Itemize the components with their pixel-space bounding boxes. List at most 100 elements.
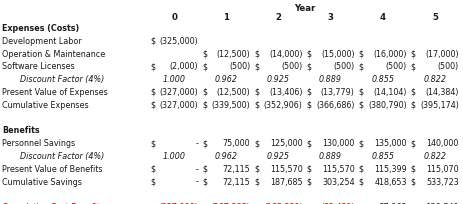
Text: $: $ (307, 50, 312, 59)
Text: 115,399: 115,399 (374, 165, 407, 174)
Text: $: $ (307, 165, 312, 174)
Text: -: - (195, 178, 198, 187)
Text: $: $ (254, 139, 259, 148)
Text: $: $ (307, 101, 312, 110)
Text: $: $ (411, 50, 416, 59)
Text: $: $ (359, 62, 363, 71)
Text: Software Licenses: Software Licenses (2, 62, 75, 71)
Text: 1.000: 1.000 (163, 75, 186, 84)
Text: (2,000): (2,000) (169, 62, 198, 71)
Text: (14,000): (14,000) (269, 50, 302, 59)
Text: $: $ (359, 101, 363, 110)
Text: $: $ (307, 203, 312, 204)
Text: $: $ (411, 101, 416, 110)
Text: 115,070: 115,070 (426, 165, 459, 174)
Text: Expenses (Costs): Expenses (Costs) (2, 24, 79, 33)
Text: (380,790): (380,790) (368, 101, 407, 110)
Text: (500): (500) (229, 62, 250, 71)
Text: 0.855: 0.855 (371, 75, 394, 84)
Text: $: $ (411, 88, 416, 97)
Text: $: $ (411, 62, 416, 71)
Text: $: $ (150, 139, 155, 148)
Text: $: $ (411, 139, 416, 148)
Text: $: $ (307, 178, 312, 187)
Text: 0.962: 0.962 (215, 152, 238, 161)
Text: $: $ (254, 101, 259, 110)
Text: $: $ (150, 178, 155, 187)
Text: (327,000): (327,000) (159, 203, 198, 204)
Text: $: $ (254, 165, 259, 174)
Text: $: $ (411, 178, 416, 187)
Text: 130,000: 130,000 (322, 139, 355, 148)
Text: $: $ (150, 62, 155, 71)
Text: (14,384): (14,384) (425, 88, 459, 97)
Text: (500): (500) (333, 62, 355, 71)
Text: 2: 2 (275, 13, 282, 22)
Text: 135,000: 135,000 (374, 139, 407, 148)
Text: (63,431): (63,431) (320, 203, 355, 204)
Text: $: $ (202, 50, 207, 59)
Text: (267,385): (267,385) (211, 203, 250, 204)
Text: 418,653: 418,653 (374, 178, 407, 187)
Text: Discount Factor (4%): Discount Factor (4%) (20, 152, 104, 161)
Text: 125,000: 125,000 (270, 139, 302, 148)
Text: $: $ (150, 88, 155, 97)
Text: (17,000): (17,000) (425, 50, 459, 59)
Text: Operation & Maintenance: Operation & Maintenance (2, 50, 105, 59)
Text: (500): (500) (281, 62, 302, 71)
Text: (12,500): (12,500) (217, 50, 250, 59)
Text: 0.822: 0.822 (424, 152, 446, 161)
Text: Present Value of Expenses: Present Value of Expenses (2, 88, 108, 97)
Text: 138,549: 138,549 (426, 203, 459, 204)
Text: (14,104): (14,104) (373, 88, 407, 97)
Text: $: $ (254, 178, 259, 187)
Text: (13,406): (13,406) (269, 88, 302, 97)
Text: $: $ (202, 139, 207, 148)
Text: $: $ (150, 165, 155, 174)
Text: Development Labor: Development Labor (2, 37, 82, 46)
Text: 0.889: 0.889 (319, 152, 342, 161)
Text: $: $ (411, 203, 416, 204)
Text: 0.925: 0.925 (267, 75, 290, 84)
Text: $: $ (202, 101, 207, 110)
Text: $: $ (254, 88, 259, 97)
Text: 72,115: 72,115 (223, 178, 250, 187)
Text: 37,863: 37,863 (379, 203, 407, 204)
Text: (500): (500) (438, 62, 459, 71)
Text: $: $ (307, 139, 312, 148)
Text: 0.889: 0.889 (319, 75, 342, 84)
Text: $: $ (307, 62, 312, 71)
Text: $: $ (202, 203, 207, 204)
Text: $: $ (202, 88, 207, 97)
Text: (395,174): (395,174) (420, 101, 459, 110)
Text: $: $ (254, 203, 259, 204)
Text: Benefits: Benefits (2, 126, 40, 135)
Text: $: $ (359, 88, 363, 97)
Text: Cumulative Cost-Benefit: Cumulative Cost-Benefit (2, 203, 100, 204)
Text: $: $ (307, 88, 312, 97)
Text: Discount Factor (4%): Discount Factor (4%) (20, 75, 104, 84)
Text: 0.925: 0.925 (267, 152, 290, 161)
Text: Cumulative Expenses: Cumulative Expenses (2, 101, 88, 110)
Text: Year: Year (294, 4, 315, 13)
Text: 3: 3 (328, 13, 333, 22)
Text: $: $ (359, 178, 363, 187)
Text: (13,779): (13,779) (321, 88, 355, 97)
Text: $: $ (359, 165, 363, 174)
Text: 72,115: 72,115 (223, 165, 250, 174)
Text: -: - (195, 139, 198, 148)
Text: 115,570: 115,570 (270, 165, 302, 174)
Text: 5: 5 (432, 13, 438, 22)
Text: $: $ (150, 203, 155, 204)
Text: $: $ (254, 50, 259, 59)
Text: 1: 1 (223, 13, 229, 22)
Text: 187,685: 187,685 (270, 178, 302, 187)
Text: (352,906): (352,906) (263, 101, 302, 110)
Text: 0: 0 (171, 13, 177, 22)
Text: 115,570: 115,570 (322, 165, 355, 174)
Text: Cumulative Savings: Cumulative Savings (2, 178, 82, 187)
Text: 0.822: 0.822 (424, 75, 446, 84)
Text: Personnel Savings: Personnel Savings (2, 139, 75, 148)
Text: $: $ (202, 178, 207, 187)
Text: (165,221): (165,221) (263, 203, 302, 204)
